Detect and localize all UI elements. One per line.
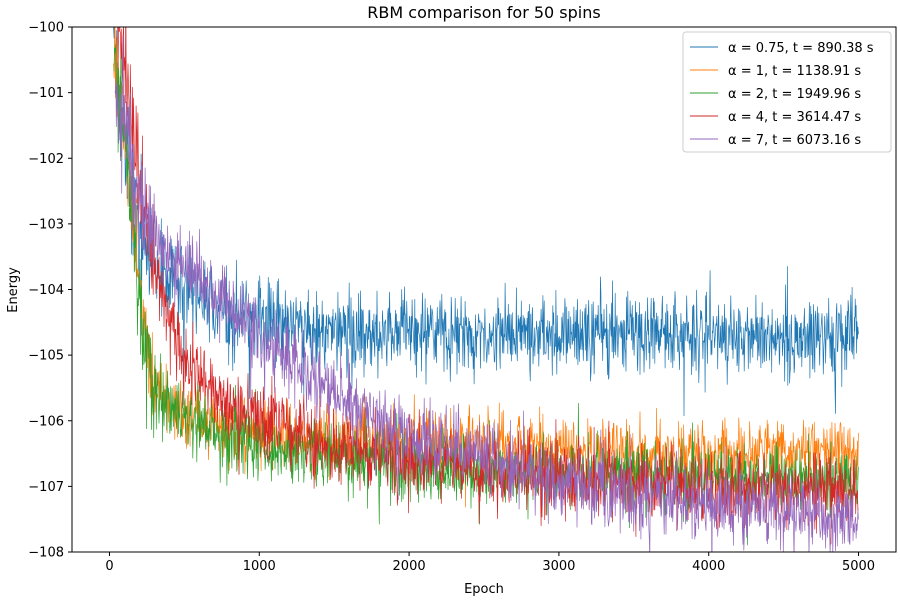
y-tick-label: −107 [28, 480, 64, 495]
series-line-5 [114, 34, 859, 552]
y-tick-label: −106 [28, 414, 64, 429]
y-axis-label: Energy [6, 267, 21, 313]
legend-label-2: α = 1, t = 1138.91 s [728, 64, 861, 79]
y-tick-label: −104 [28, 283, 64, 298]
x-tick-label: 3000 [542, 559, 575, 574]
x-tick-label: 4000 [692, 559, 725, 574]
x-tick-label: 1000 [243, 559, 276, 574]
chart-title: RBM comparison for 50 spins [367, 3, 600, 22]
legend-box [682, 31, 892, 153]
x-tick-label: 2000 [393, 559, 426, 574]
x-tick-label: 5000 [842, 559, 875, 574]
legend: α = 0.75, t = 890.38 s α = 1, t = 1138.91… [682, 31, 892, 153]
y-tick-label: −100 [28, 21, 64, 36]
y-tick-label: −105 [28, 349, 64, 364]
x-axis-label: Epoch [464, 582, 504, 597]
y-tick-label: −103 [28, 217, 64, 232]
legend-label-3: α = 2, t = 1949.96 s [728, 87, 861, 102]
legend-label-1: α = 0.75, t = 890.38 s [728, 41, 874, 56]
x-axis: 0 1000 2000 3000 4000 5000 [105, 552, 875, 574]
legend-label-4: α = 4, t = 3614.47 s [728, 110, 861, 125]
y-tick-label: −108 [28, 546, 64, 561]
y-tick-label: −102 [28, 152, 64, 167]
series-layer [112, 27, 859, 552]
x-tick-label: 0 [105, 559, 113, 574]
y-axis: −108 −107 −106 −105 −104 −103 −102 −101 −100 [28, 21, 72, 561]
legend-label-5: α = 7, t = 6073.16 s [728, 133, 861, 148]
y-tick-label: −101 [28, 86, 64, 101]
